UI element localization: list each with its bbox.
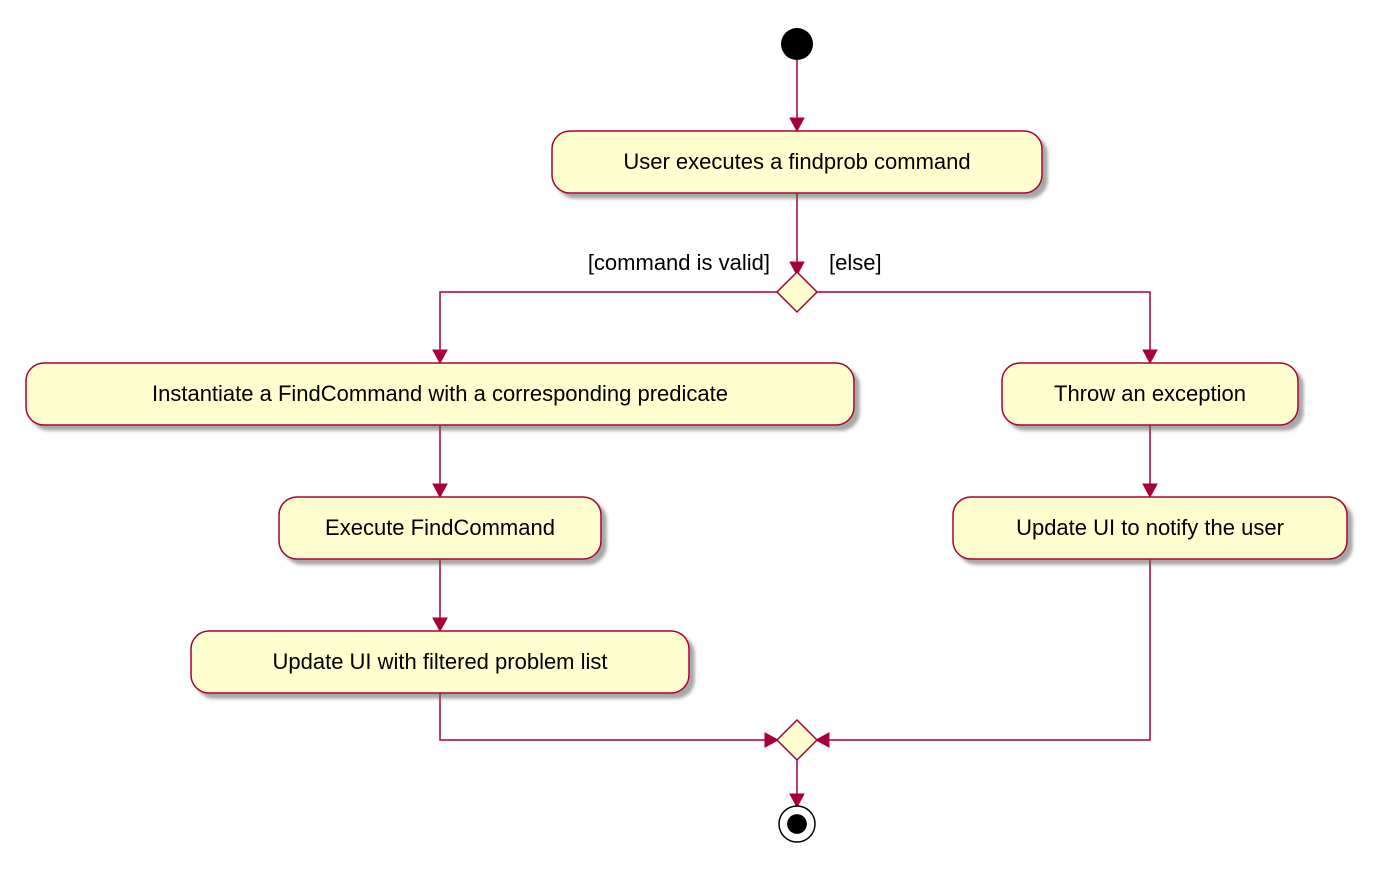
- decision-d1: [777, 272, 817, 312]
- activity-label-n1: Instantiate a FindCommand with a corresp…: [152, 381, 728, 406]
- activity-label-n5: Update UI to notify the user: [1016, 515, 1284, 540]
- activity-label-n3: Update UI with filtered problem list: [272, 649, 607, 674]
- decision-merge: [777, 720, 817, 760]
- start-node: [781, 28, 813, 60]
- guard-else: [else]: [829, 250, 882, 275]
- activity-diagram: User executes a findprob command Instanti…: [0, 0, 1389, 870]
- activity-label-n2: Execute FindCommand: [325, 515, 555, 540]
- activity-label-n0: User executes a findprob command: [623, 149, 970, 174]
- activity-label-n4: Throw an exception: [1054, 381, 1246, 406]
- guard-valid: [command is valid]: [588, 250, 770, 275]
